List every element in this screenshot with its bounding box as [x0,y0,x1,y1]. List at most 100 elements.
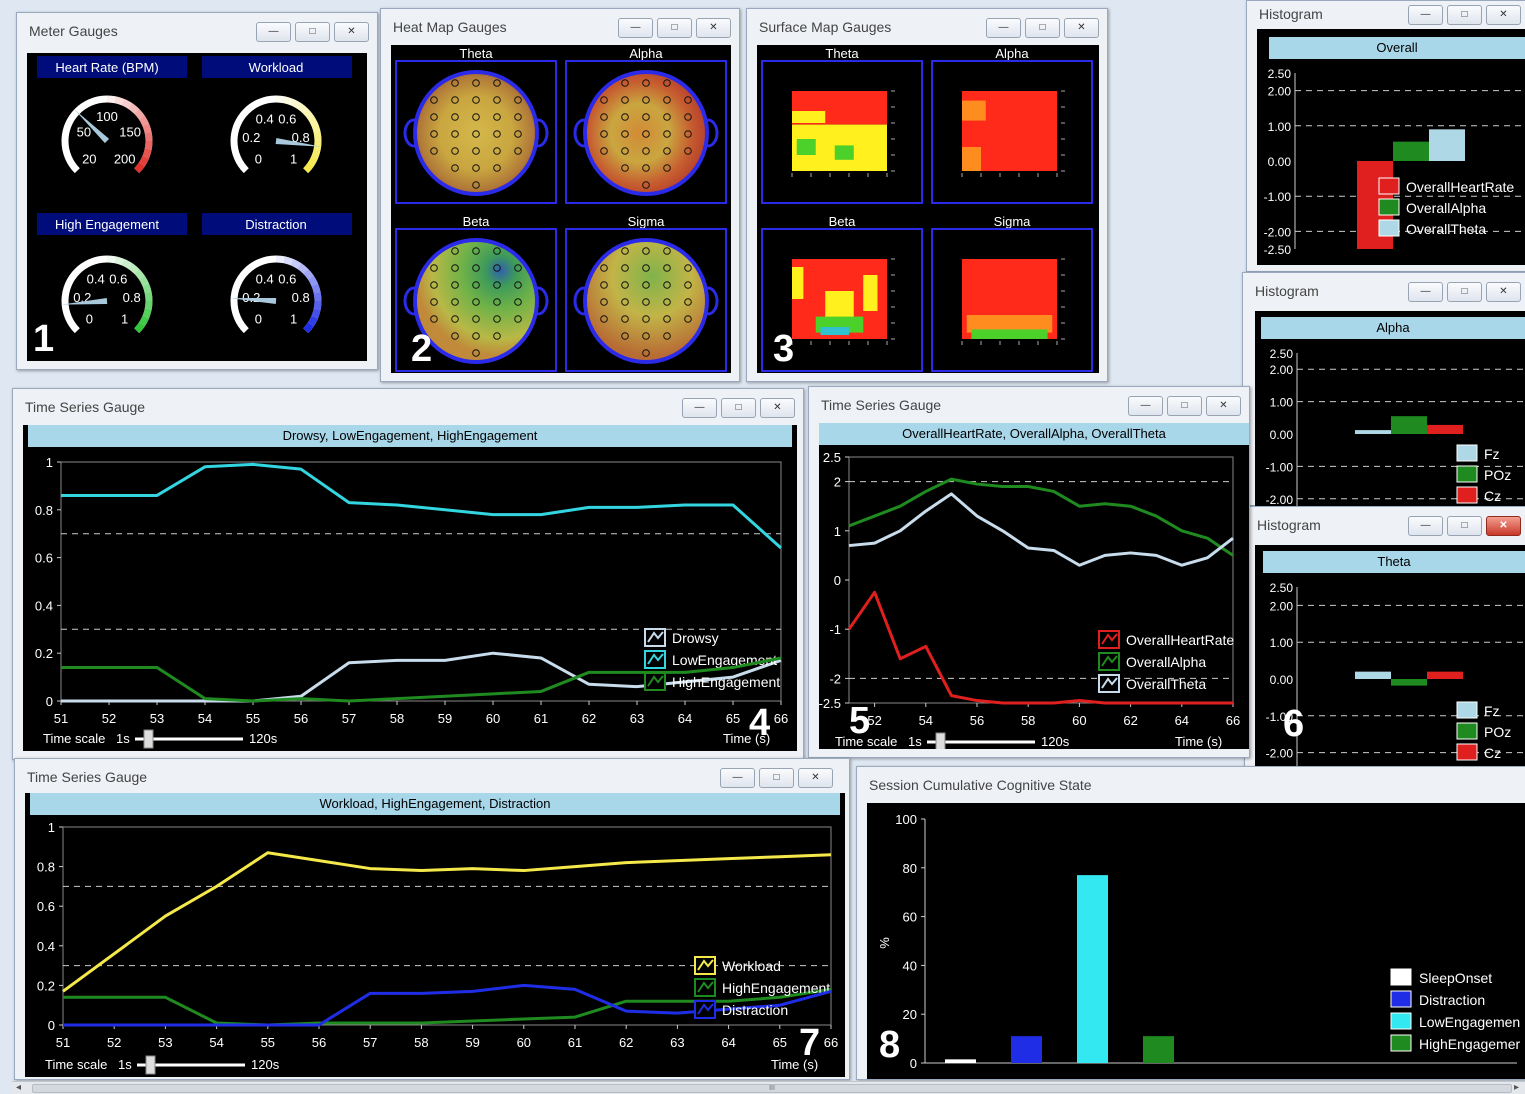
title-bar[interactable]: Surface Map Gauges — □ ✕ [747,9,1107,43]
gauge-color-arc [311,308,321,319]
gauge-color-arc [297,263,309,274]
minimize-button[interactable]: — [256,22,291,42]
maximize-button[interactable]: □ [1167,396,1202,416]
close-button[interactable]: ✕ [1486,516,1521,536]
maximize-button[interactable]: □ [1025,18,1060,38]
histogram-overall-window[interactable]: Histogram — □ ✕ Overall 2.50 2.00 1.00 0.00 -… [1246,0,1525,272]
horizontal-scrollbar[interactable]: ◂ III ▸ [12,1081,1525,1094]
time-scale-slider-thumb[interactable] [143,729,154,749]
maximize-button[interactable]: □ [759,768,794,788]
time-scale-slider-thumb[interactable] [145,1055,156,1075]
title-bar[interactable]: Session Cumulative Cognitive State [857,767,1525,801]
series-line [848,492,1234,567]
minimize-button[interactable]: — [1408,516,1443,536]
gauge-color-arc [138,315,150,327]
title-bar[interactable]: Time Series Gauge — □ ✕ [13,389,803,423]
minimize-button[interactable]: — [682,398,717,418]
minimize-button[interactable]: — [986,18,1021,38]
surface-region [825,291,854,319]
gauge-tick-label: 0.6 [278,112,296,127]
minimize-button[interactable]: — [1408,282,1443,302]
y-tick-label: 0.00 [1270,673,1294,687]
heat-map-gauges-window[interactable]: Heat Map Gauges — □ ✕ Theta Alpha Beta Sigm… [380,8,740,382]
maximize-button[interactable]: □ [721,398,756,418]
minimize-button[interactable]: — [1408,5,1443,25]
surface-maps: Theta Alpha Beta Sigma [761,46,1093,372]
gauge-color-arc [283,256,294,266]
title-bar[interactable]: Histogram — □ ✕ [1243,273,1525,307]
maximize-button[interactable]: □ [1447,516,1482,536]
histogram-theta-window[interactable]: Histogram — □ ✕ Theta 2.50 2.00 1.00 0.00 -1.… [1244,506,1525,790]
title-bar[interactable]: Time Series Gauge — □ ✕ [809,387,1249,421]
close-button[interactable]: ✕ [798,768,833,788]
maximize-button[interactable]: □ [1447,282,1482,302]
gauge-label: Distraction [245,217,306,232]
electrode [493,96,501,104]
y-tick-label: -2.00 [1266,493,1294,507]
session-cumulative-window[interactable]: Session Cumulative Cognitive State 0 20 40… [856,766,1525,1080]
plot-area [62,826,832,1026]
time-series-gauge-window-2[interactable]: Time Series Gauge — □ ✕ OverallHeartRate… [808,386,1250,758]
close-button[interactable]: ✕ [1206,396,1241,416]
electrode [430,281,438,289]
gauge-color-arc [307,115,319,127]
heat-map-panel: Theta [395,46,557,204]
scroll-left-arrow[interactable]: ◂ [16,1082,22,1093]
title-bar[interactable]: Meter Gauges — □ ✕ [17,13,377,47]
series-line [61,651,782,703]
close-button[interactable]: ✕ [1486,282,1521,302]
y-tick-label: 2.00 [1270,599,1294,613]
meter-gauges-window[interactable]: Meter Gauges — □ ✕ Heart Rate (BPM) Work… [16,12,378,370]
time-scale-slider-thumb[interactable] [935,732,946,752]
surface-map-gauges-window[interactable]: Surface Map Gauges — □ ✕ Theta Alpha Beta S… [746,8,1108,382]
close-button[interactable]: ✕ [1486,5,1521,25]
electrode [493,281,501,289]
title-bar[interactable]: Histogram — □ ✕ [1245,507,1525,541]
legend-swatch [644,672,666,691]
title-bar[interactable]: Time Series Gauge — □ ✕ [15,759,849,793]
time-series-gauge-window-1[interactable]: Time Series Gauge — □ ✕ Drowsy, LowEngag… [12,388,804,760]
title-bar[interactable]: Heat Map Gauges — □ ✕ [381,9,739,43]
y-tick-label: -2.00 [1266,747,1294,761]
scroll-right-arrow[interactable]: ▸ [1513,1082,1519,1093]
chart-header-label: Theta [1377,554,1411,569]
panel-number: 4 [749,702,770,744]
legend-label: Drowsy [672,630,719,646]
time-series-gauge-window-3[interactable]: Time Series Gauge — □ ✕ Workload, HighEn… [14,758,850,1080]
x-tick-label: 65 [726,711,740,726]
close-button[interactable]: ✕ [760,398,795,418]
electrode [514,298,522,306]
gauge-color-arc [106,95,116,104]
maximize-button[interactable]: □ [657,18,692,38]
electrode [451,96,459,104]
close-button[interactable]: ✕ [696,18,731,38]
minimize-button[interactable]: — [618,18,653,38]
electrode [642,113,650,121]
maximize-button[interactable]: □ [1447,5,1482,25]
gauge-heart-rate: Heart Rate (BPM) [37,56,187,78]
gauge-color-arc [313,300,322,310]
electrode [621,79,629,87]
gauge-color-arc [121,98,133,110]
gauge-dial: 0 0.2 0.4 0.6 0.8 1 [230,95,322,174]
electrode [451,130,459,138]
close-button[interactable]: ✕ [334,22,369,42]
x-tick-label: 64 [721,1035,735,1050]
scrollbar-thumb[interactable]: III [32,1084,1512,1093]
histogram-alpha-window[interactable]: Histogram — □ ✕ Alpha 2.50 2.00 1.00 0.00 -1.… [1242,272,1525,515]
y-tick-label: 0.4 [37,939,55,954]
title-bar[interactable]: Histogram — □ ✕ [1247,1,1525,27]
electrode [430,147,438,155]
gauge-color-arc [307,275,319,287]
electrode [621,247,629,255]
y-tick-label: -1.00 [1264,190,1292,204]
gauge-needle [275,138,322,147]
y-tick-label: 1.00 [1270,396,1294,410]
minimize-button[interactable]: — [1128,396,1163,416]
legend-swatch [1378,177,1400,195]
maximize-button[interactable]: □ [295,22,330,42]
electrode [663,315,671,323]
legend-swatch [1456,722,1478,740]
close-button[interactable]: ✕ [1064,18,1099,38]
minimize-button[interactable]: — [720,768,755,788]
